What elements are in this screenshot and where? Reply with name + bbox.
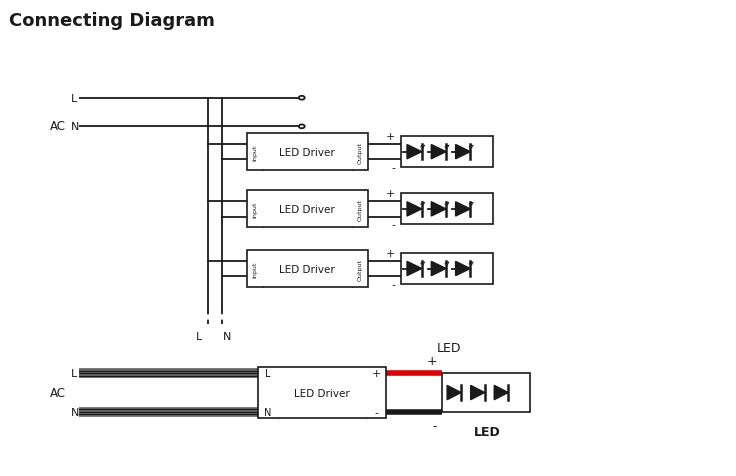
Text: LED: LED bbox=[436, 341, 461, 354]
Text: AC: AC bbox=[50, 119, 66, 133]
Text: LED: LED bbox=[474, 425, 500, 438]
Text: -: - bbox=[392, 220, 395, 230]
Text: Input: Input bbox=[252, 144, 257, 160]
Text: -: - bbox=[433, 419, 437, 432]
Text: +: + bbox=[372, 369, 381, 378]
Text: -: - bbox=[374, 407, 378, 416]
Text: +: + bbox=[427, 355, 437, 367]
Text: LED Driver: LED Driver bbox=[280, 264, 335, 274]
Polygon shape bbox=[456, 145, 470, 159]
Text: +: + bbox=[386, 132, 395, 142]
Circle shape bbox=[299, 97, 305, 100]
Text: Connecting Diagram: Connecting Diagram bbox=[9, 12, 215, 30]
Polygon shape bbox=[447, 386, 461, 400]
Text: -: - bbox=[392, 279, 395, 289]
Polygon shape bbox=[431, 202, 446, 217]
Text: N: N bbox=[71, 407, 79, 416]
Text: L: L bbox=[71, 369, 77, 378]
Text: LED Driver: LED Driver bbox=[280, 205, 335, 214]
Bar bbox=[247, 191, 368, 228]
Text: LED Driver: LED Driver bbox=[294, 388, 350, 397]
Bar bbox=[401, 194, 493, 225]
Polygon shape bbox=[471, 386, 484, 400]
Text: L: L bbox=[265, 369, 271, 378]
Text: -: - bbox=[392, 163, 395, 173]
Text: +: + bbox=[386, 189, 395, 199]
Bar bbox=[401, 254, 493, 285]
Text: N: N bbox=[71, 122, 79, 132]
Polygon shape bbox=[407, 145, 422, 159]
Text: N: N bbox=[264, 407, 272, 416]
Bar bbox=[401, 137, 493, 168]
Polygon shape bbox=[431, 262, 446, 276]
Text: Input: Input bbox=[252, 261, 257, 277]
Polygon shape bbox=[407, 262, 422, 276]
Polygon shape bbox=[431, 145, 446, 159]
Text: L: L bbox=[71, 94, 77, 103]
Bar bbox=[247, 250, 368, 288]
Bar bbox=[247, 134, 368, 171]
Text: L: L bbox=[196, 331, 202, 341]
Text: +: + bbox=[386, 248, 395, 258]
Polygon shape bbox=[407, 202, 422, 217]
Polygon shape bbox=[456, 262, 470, 276]
Text: N: N bbox=[222, 331, 231, 341]
Polygon shape bbox=[495, 386, 508, 400]
Polygon shape bbox=[456, 202, 470, 217]
Text: Output: Output bbox=[358, 141, 362, 163]
Text: LED Driver: LED Driver bbox=[280, 148, 335, 157]
Text: Input: Input bbox=[252, 201, 257, 218]
Bar bbox=[442, 374, 530, 412]
Circle shape bbox=[299, 125, 305, 129]
Text: Output: Output bbox=[358, 198, 362, 220]
Bar bbox=[258, 367, 386, 418]
Text: Output: Output bbox=[358, 258, 362, 280]
Text: AC: AC bbox=[50, 386, 66, 399]
